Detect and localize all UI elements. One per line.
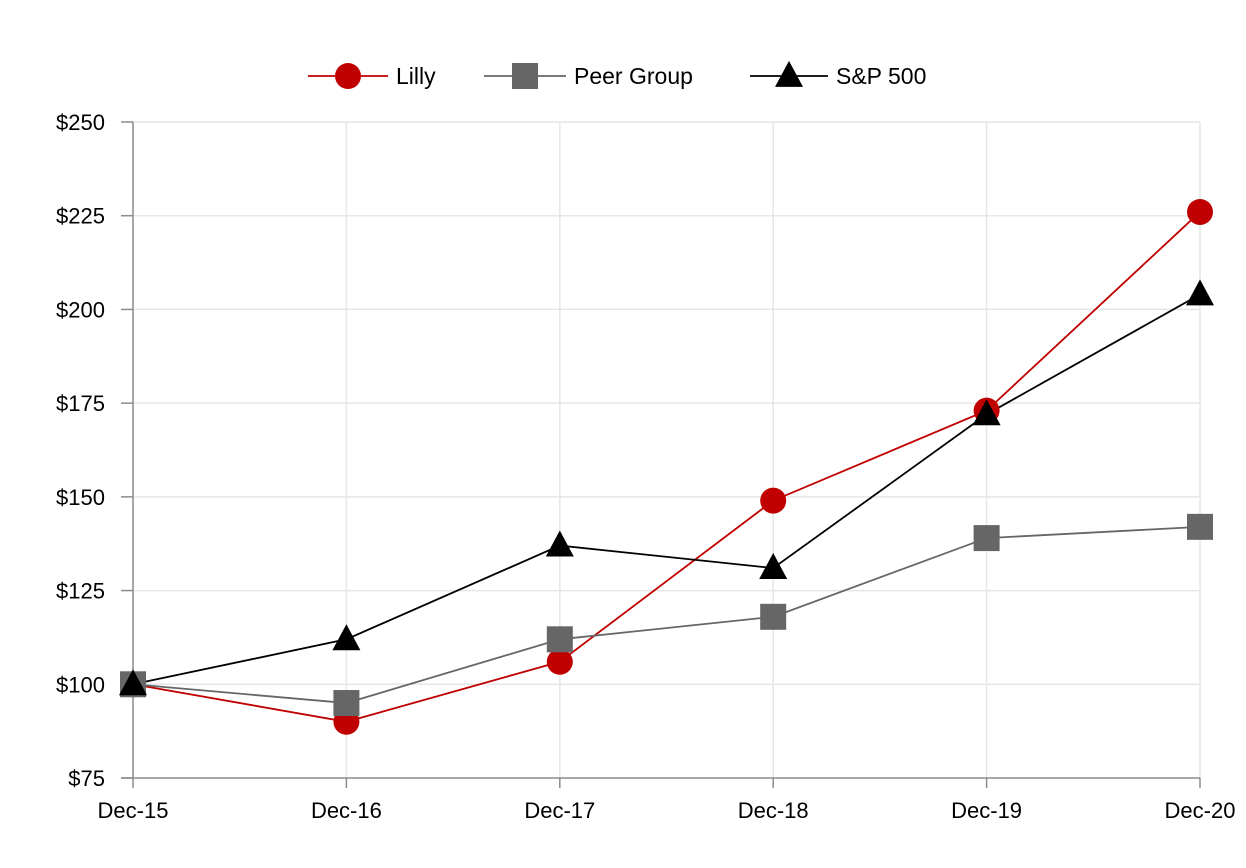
x-tick-label: Dec-20 [1165,798,1236,823]
data-point-series-1-4 [973,525,1000,552]
y-tick-label: $100 [56,672,105,697]
legend-item-1: Peer Group [484,63,693,89]
legend-swatch-marker [775,60,803,87]
axes [121,122,1200,779]
y-axis-ticks: $75 $100 $125 $150 $175 $200 $225 $250 [56,110,133,791]
series-lines [132,211,1201,723]
data-point-series-2-0 [119,669,147,696]
data-point-series-1-2 [546,626,573,653]
data-point-series-2-1 [332,624,361,651]
y-tick-label: $225 [56,204,105,229]
legend-swatch-marker [335,63,361,89]
series-markers [119,198,1214,735]
legend-item-2: S&P 500 [750,60,926,89]
series-line-1 [132,525,1201,704]
data-point-series-2-4 [972,399,1001,426]
data-point-series-2-3 [759,553,788,579]
x-axis-ticks: Dec-15 Dec-16 Dec-17 Dec-18 Dec-19 Dec-20 [98,778,1236,823]
data-point-series-2-2 [545,530,574,557]
data-point-series-0-2 [546,648,573,675]
legend-label: S&P 500 [836,63,926,89]
legend-item-0: Lilly [308,63,436,89]
x-tick-label: Dec-16 [311,798,382,823]
data-point-series-2-5 [1186,279,1214,306]
legend-swatch-marker [512,63,538,89]
x-tick-label: Dec-18 [738,798,809,823]
x-tick-label: Dec-19 [951,798,1022,823]
data-point-series-1-3 [760,603,787,630]
data-point-series-1-1 [333,690,360,717]
legend-label: Peer Group [574,63,693,89]
x-tick-label: Dec-17 [524,798,595,823]
legend: Lilly Peer Group S&P 500 [308,60,926,89]
data-point-series-1-5 [1187,513,1213,540]
y-tick-label: $150 [56,485,105,510]
y-tick-label: $175 [56,391,105,416]
data-point-series-0-5 [1187,198,1213,225]
data-point-series-0-3 [760,487,787,514]
y-tick-label: $75 [68,766,105,791]
y-tick-label: $250 [56,110,105,135]
x-tick-label: Dec-15 [98,798,169,823]
y-tick-label: $200 [56,297,105,322]
series-line-0 [132,211,1201,723]
series-line-2 [132,293,1201,686]
y-tick-label: $125 [56,579,105,604]
gridlines [133,121,1201,778]
legend-label: Lilly [396,63,436,89]
